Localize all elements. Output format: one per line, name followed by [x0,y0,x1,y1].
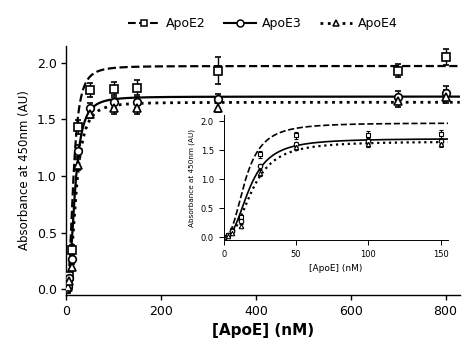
Legend: ApoE2, ApoE3, ApoE4: ApoE2, ApoE3, ApoE4 [123,12,403,35]
Y-axis label: Absorbance at 450nm (AU): Absorbance at 450nm (AU) [18,90,31,250]
X-axis label: [ApoE] (nM): [ApoE] (nM) [212,323,314,338]
